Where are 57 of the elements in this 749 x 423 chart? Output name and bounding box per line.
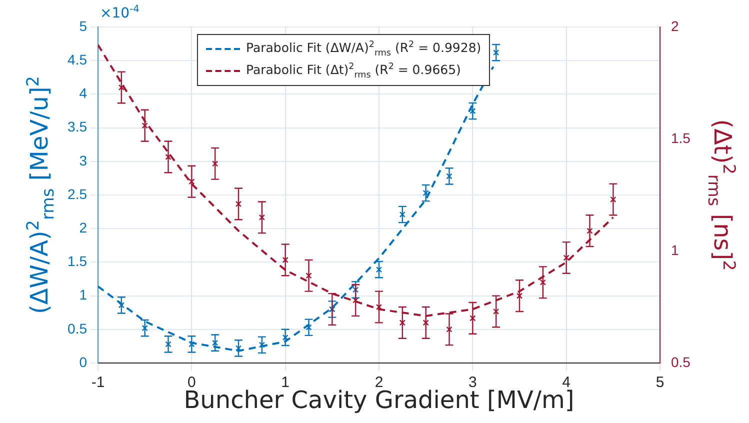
text: ×10$^{-4}$ [100, 4, 140, 22]
y2-tick-label: 0.5 [671, 354, 691, 370]
point [165, 154, 172, 160]
legend-label: Parabolic Fit (Δt)$^{2}$$_{rms}$ (R$^{2}$ = 0.9665) [246, 62, 461, 80]
point [282, 256, 288, 264]
point [258, 214, 265, 220]
point [376, 266, 382, 273]
y-tick-label: 3.5 [68, 118, 88, 135]
point [540, 279, 546, 286]
point [188, 341, 195, 348]
point [282, 334, 288, 341]
point [493, 49, 500, 56]
x-tick-label: -1 [91, 374, 105, 392]
point [258, 342, 265, 348]
point [399, 211, 406, 218]
point [306, 324, 312, 330]
point [212, 340, 218, 346]
point [493, 308, 500, 315]
point [516, 292, 523, 299]
point [142, 324, 148, 332]
point [563, 254, 570, 261]
point [352, 286, 359, 293]
point [422, 320, 429, 326]
y2-tick-label: 1 [671, 242, 679, 258]
point [188, 178, 195, 185]
point [399, 320, 406, 326]
point [422, 190, 429, 196]
point [235, 200, 242, 208]
point [470, 108, 476, 114]
legend-label: Parabolic Fit (ΔW/A)$^{2}$$_{rms}$ (R$^{2}$ = 0.9928) [246, 40, 482, 58]
y-tick-label: 3 [79, 152, 88, 168]
y-tick-label: 0.5 [68, 320, 88, 336]
point [446, 326, 452, 332]
point [142, 122, 148, 129]
point [212, 160, 218, 167]
point [306, 272, 312, 279]
point [118, 84, 124, 91]
y-tick-label: 2 [79, 219, 88, 236]
y-tick-label: 1 [79, 286, 88, 303]
y2-tick-label: 2 [671, 18, 679, 34]
y-tick-label: 0 [79, 354, 88, 370]
y2-tick-label: 1.5 [671, 130, 691, 146]
y-tick-label: 1.5 [68, 253, 88, 270]
point [446, 173, 452, 180]
point [165, 341, 172, 348]
point [352, 297, 359, 304]
y-tick-label: 5 [79, 18, 88, 34]
point [610, 196, 616, 203]
point [586, 228, 593, 234]
point [376, 304, 382, 310]
point [118, 302, 124, 308]
y-tick-label: 4 [79, 85, 88, 102]
y-tick-label: 4.5 [68, 51, 88, 68]
point [235, 345, 242, 352]
x-tick-label: 5 [656, 374, 664, 392]
point [470, 315, 476, 322]
y-tick-label: 2.5 [68, 186, 88, 202]
